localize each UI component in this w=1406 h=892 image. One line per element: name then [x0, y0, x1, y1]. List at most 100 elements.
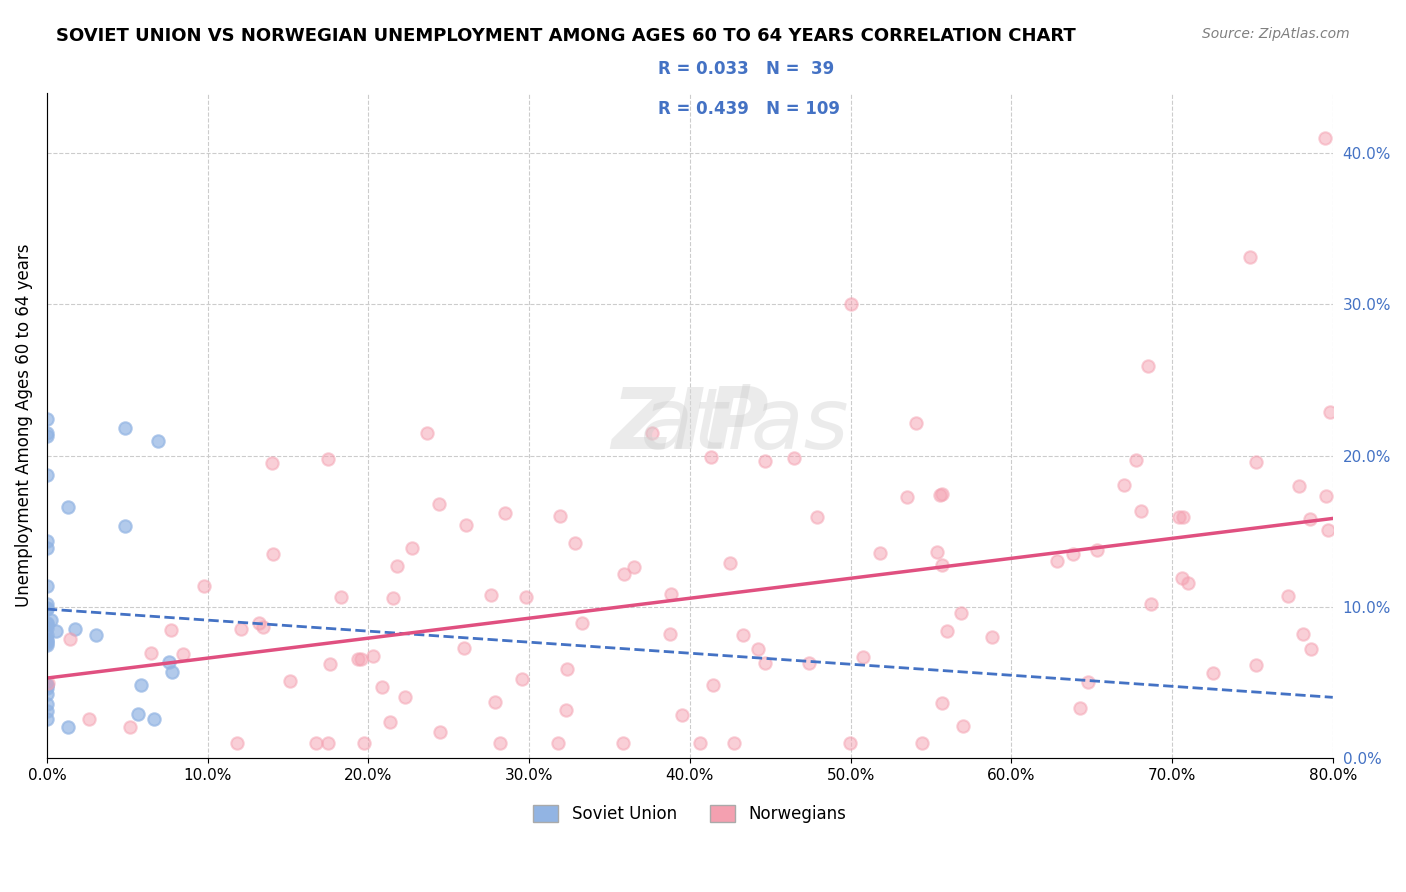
Text: ZIP: ZIP [612, 384, 769, 467]
Point [148, 434, 170, 448]
Point [35, 601, 58, 615]
Point [852, 649, 875, 664]
Point [316, 451, 339, 466]
Point [378, 714, 401, 729]
Point [143, 712, 166, 726]
Point [952, 719, 974, 733]
Point [896, 490, 918, 504]
Point [305, 736, 328, 750]
Point [555, 703, 578, 717]
Point [35, 678, 58, 692]
Point [35, 697, 58, 711]
Point [371, 680, 394, 694]
Point [640, 425, 662, 440]
Point [489, 736, 512, 750]
Point [229, 622, 252, 636]
Point [904, 416, 927, 430]
Point [931, 696, 953, 710]
Point [1319, 404, 1341, 418]
Point [401, 541, 423, 555]
Point [782, 451, 804, 466]
Point [702, 678, 724, 692]
Point [35, 621, 58, 635]
Point [35, 597, 58, 611]
Point [157, 656, 180, 670]
Point [571, 616, 593, 631]
Point [718, 556, 741, 570]
Point [454, 518, 477, 533]
Point [394, 690, 416, 704]
Point [35, 429, 58, 443]
Point [39, 613, 62, 627]
Point [754, 657, 776, 671]
Point [35, 579, 58, 593]
Point [1315, 489, 1337, 503]
Point [612, 566, 634, 581]
Point [1171, 571, 1194, 585]
Point [416, 426, 439, 441]
Point [278, 673, 301, 688]
Point [1139, 598, 1161, 612]
Point [515, 591, 537, 605]
Point [1299, 512, 1322, 526]
Point [1171, 509, 1194, 524]
Point [453, 641, 475, 656]
Point [114, 519, 136, 533]
Point [35, 533, 58, 548]
Y-axis label: Unemployment Among Ages 60 to 64 years: Unemployment Among Ages 60 to 64 years [15, 244, 32, 607]
Point [689, 736, 711, 750]
Point [35, 634, 58, 648]
Point [936, 624, 959, 638]
Point [1246, 657, 1268, 672]
Point [723, 736, 745, 750]
Point [35, 412, 58, 426]
Point [247, 615, 270, 630]
Point [353, 736, 375, 750]
Text: Source: ZipAtlas.com: Source: ZipAtlas.com [1202, 27, 1350, 41]
Point [35, 712, 58, 726]
Point [58, 720, 80, 734]
Point [35, 541, 58, 556]
Point [623, 560, 645, 574]
Text: atlas: atlas [531, 384, 849, 467]
Point [350, 652, 373, 666]
Point [65, 623, 87, 637]
Point [193, 579, 215, 593]
Point [510, 673, 533, 687]
Point [671, 707, 693, 722]
Point [35, 635, 58, 649]
Point [35, 616, 58, 631]
Point [79, 712, 101, 726]
Point [427, 497, 450, 511]
Point [1202, 665, 1225, 680]
Point [1085, 543, 1108, 558]
Point [262, 547, 284, 561]
Point [131, 678, 153, 692]
Point [1062, 547, 1084, 561]
Point [127, 706, 149, 721]
Point [555, 662, 578, 676]
Point [35, 627, 58, 641]
Point [1168, 509, 1191, 524]
Point [494, 506, 516, 520]
Point [1130, 504, 1153, 518]
Point [659, 627, 682, 641]
Point [316, 736, 339, 750]
Point [929, 488, 952, 502]
Point [160, 665, 183, 680]
Point [1069, 700, 1091, 714]
Point [159, 624, 181, 638]
Point [59, 632, 82, 647]
Point [329, 590, 352, 604]
Point [35, 601, 58, 615]
Point [58, 500, 80, 515]
Point [382, 591, 405, 605]
Text: R = 0.439   N = 109: R = 0.439 N = 109 [658, 100, 839, 119]
Point [797, 656, 820, 670]
Point [84, 628, 107, 642]
Point [564, 536, 586, 550]
Point [139, 646, 162, 660]
Point [1046, 554, 1069, 568]
Point [35, 704, 58, 718]
Point [806, 510, 828, 524]
